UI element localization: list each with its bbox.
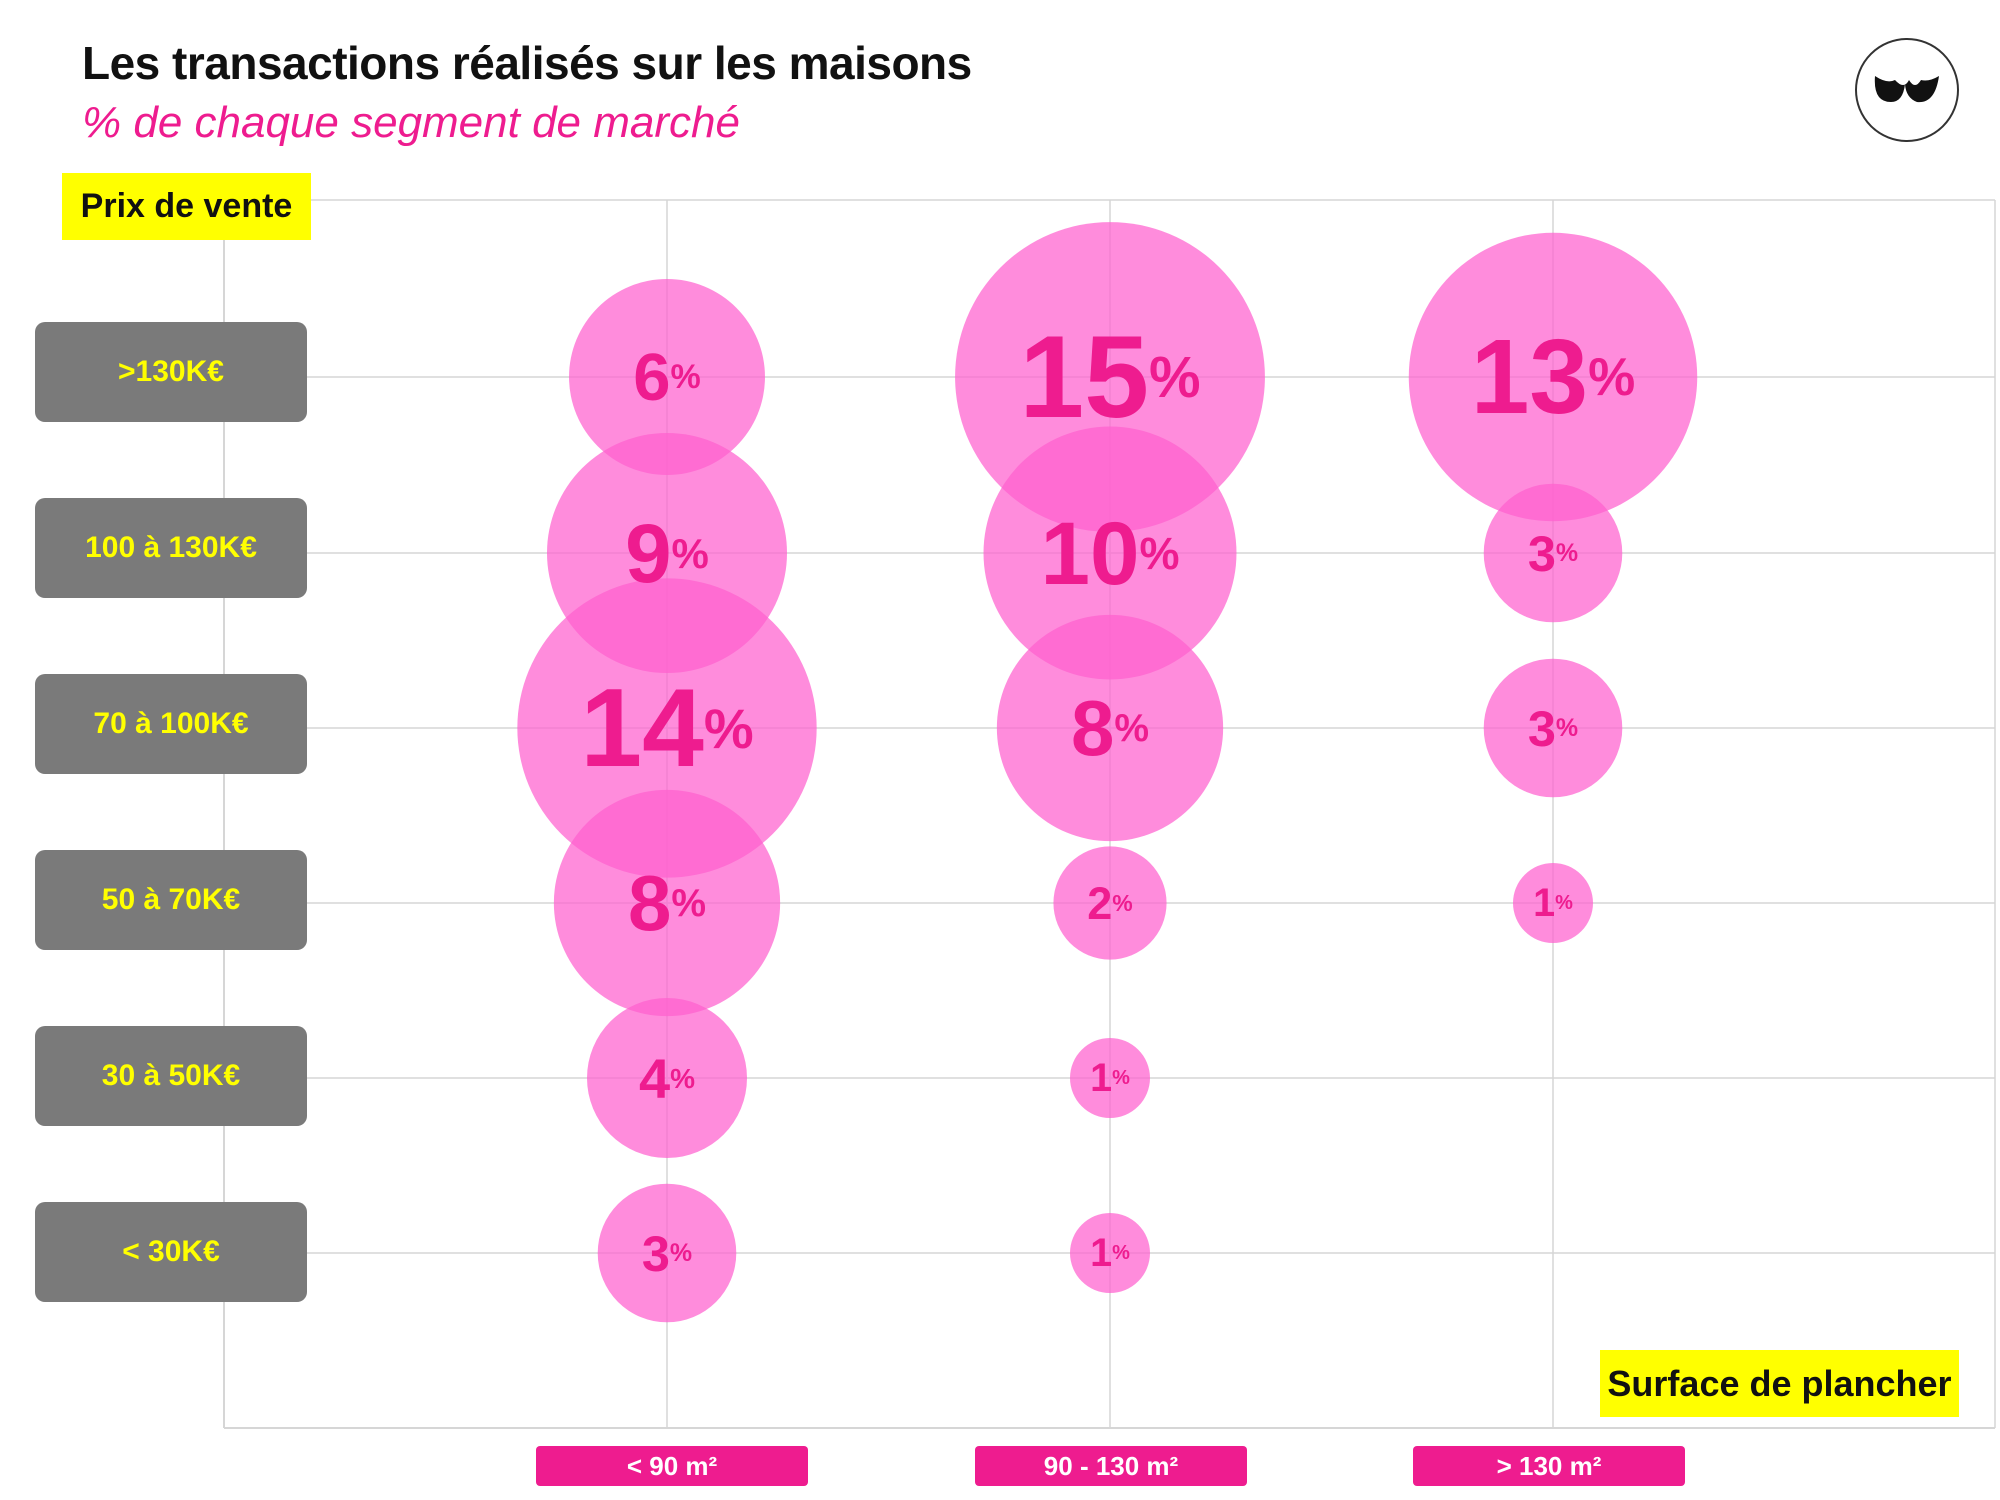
row-label-30-50: 30 à 50K€ [35, 1026, 307, 1126]
bubble [983, 426, 1237, 680]
bubble-label: 3% [642, 1225, 692, 1282]
bubble-label: 1% [1533, 881, 1573, 925]
bubble-label: 6% [633, 340, 701, 415]
bubble-label: 3% [1528, 700, 1578, 757]
chart-subtitle: % de chaque segment de marché [82, 98, 740, 147]
col-label-lt90: < 90 m² [536, 1446, 808, 1486]
bubble [1070, 1038, 1150, 1118]
col-label-90-130: 90 - 130 m² [975, 1446, 1247, 1486]
bubble-label: 9% [625, 506, 709, 600]
bubble-label: 4% [639, 1047, 695, 1110]
bubble-label: 10% [1040, 503, 1179, 603]
chart-title: Les transactions réalisés sur les maison… [82, 37, 972, 89]
bubble [996, 614, 1224, 842]
bubble [1053, 846, 1167, 960]
bubble [517, 578, 817, 878]
bubble [1483, 658, 1623, 798]
bubble-label: 13% [1471, 318, 1636, 436]
col-label-gt130: > 130 m² [1413, 1446, 1685, 1486]
row-label-gt130: >130K€ [35, 322, 307, 422]
bubble-label: 2% [1087, 878, 1132, 929]
bubble-label: 1% [1090, 1231, 1130, 1275]
row-label-70-100: 70 à 100K€ [35, 674, 307, 774]
bubble [1070, 1213, 1150, 1293]
bubble-label: 1% [1090, 1056, 1130, 1100]
bubble [587, 998, 747, 1158]
bubble [597, 1183, 737, 1323]
x-axis-title: Surface de plancher [1600, 1350, 1959, 1417]
row-label-50-70: 50 à 70K€ [35, 850, 307, 950]
bubble-label: 15% [1019, 312, 1200, 442]
bubble-label: 3% [1528, 525, 1578, 582]
bubble-label: 8% [1071, 684, 1149, 772]
bubble [1408, 232, 1698, 522]
row-label-100-130: 100 à 130K€ [35, 498, 307, 598]
row-label-lt30: < 30K€ [35, 1202, 307, 1302]
brand-logo-icon [1855, 38, 1959, 142]
bubble [569, 279, 765, 475]
bubble [1513, 863, 1593, 943]
bubble-label: 14% [580, 666, 753, 790]
bubble [553, 789, 781, 1017]
bubble [1483, 483, 1623, 623]
bubble-label: 8% [628, 859, 706, 947]
y-axis-title: Prix de vente [62, 173, 311, 240]
